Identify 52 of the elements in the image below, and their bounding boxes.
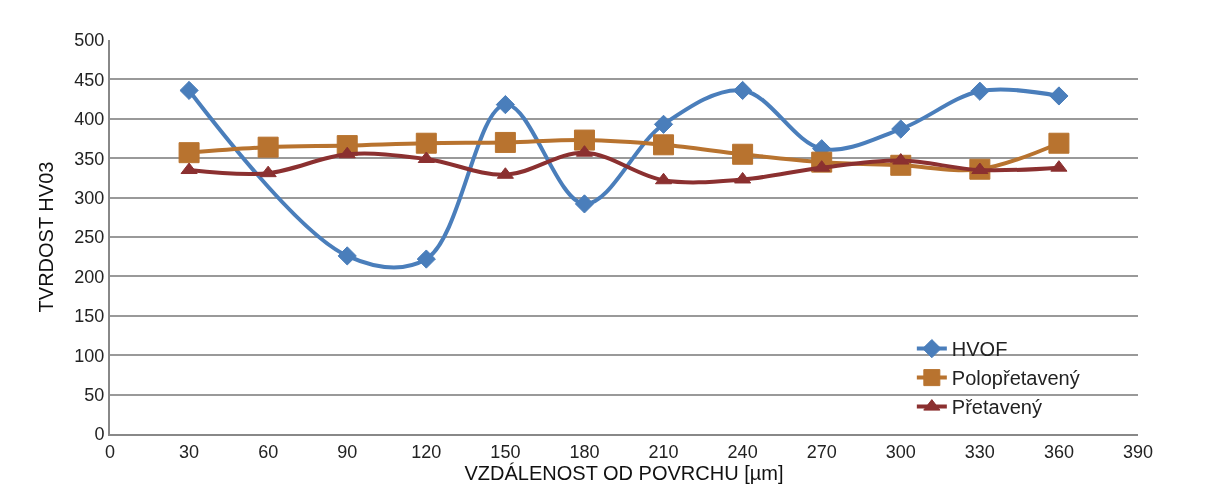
point xyxy=(495,95,515,115)
x-tick-label: 270 xyxy=(806,441,837,462)
x-tick-label: 210 xyxy=(648,441,679,462)
x-tick-label: 300 xyxy=(885,441,916,462)
legend-label: HVOF xyxy=(951,338,1008,361)
y-tick-label: 0 xyxy=(94,424,105,445)
y-tick-label: 100 xyxy=(74,345,105,366)
point xyxy=(1049,86,1069,106)
y-axis-title: TVRDOST HV03 xyxy=(35,161,58,313)
y-tick-label: 350 xyxy=(74,148,105,169)
point xyxy=(971,162,989,175)
point xyxy=(653,134,675,156)
point xyxy=(574,194,595,214)
x-tick-label: 330 xyxy=(964,441,995,462)
y-tick-label: 50 xyxy=(84,384,105,405)
y-tick-label: 500 xyxy=(74,30,105,51)
legend-label: Polopřetavený xyxy=(951,367,1080,390)
x-tick-label: 240 xyxy=(727,441,758,462)
x-tick-label: 390 xyxy=(1122,441,1154,462)
y-tick-label: 300 xyxy=(74,187,105,208)
point xyxy=(257,136,279,158)
point xyxy=(573,129,595,151)
point xyxy=(970,81,990,101)
point xyxy=(416,249,436,269)
point xyxy=(1048,132,1070,154)
point xyxy=(733,80,753,101)
point xyxy=(891,119,911,139)
y-tick-label: 200 xyxy=(74,266,105,287)
x-tick-label: 120 xyxy=(411,441,442,462)
point xyxy=(178,142,200,164)
x-tick-label: 150 xyxy=(490,441,521,462)
x-tick-label: 60 xyxy=(258,441,279,462)
x-axis-title: VZDÁLENOST OD POVRCHU [µm] xyxy=(464,461,784,484)
point xyxy=(734,171,752,184)
point xyxy=(653,114,674,134)
point xyxy=(337,246,357,266)
x-tick-label: 90 xyxy=(337,441,358,462)
point xyxy=(179,80,199,101)
x-tick-label: 180 xyxy=(569,441,600,462)
point xyxy=(180,162,198,175)
x-tick-label: 30 xyxy=(179,441,200,462)
y-tick-label: 450 xyxy=(74,69,105,90)
point xyxy=(732,143,754,165)
legend-label: Přetavený xyxy=(951,396,1042,419)
y-tick-label: 150 xyxy=(74,306,105,327)
x-tick-label: 360 xyxy=(1043,441,1074,462)
point xyxy=(259,165,277,178)
point xyxy=(415,132,437,154)
point xyxy=(338,146,356,159)
y-tick-label: 400 xyxy=(74,109,105,130)
point xyxy=(494,131,516,153)
y-tick-label: 250 xyxy=(74,227,105,248)
